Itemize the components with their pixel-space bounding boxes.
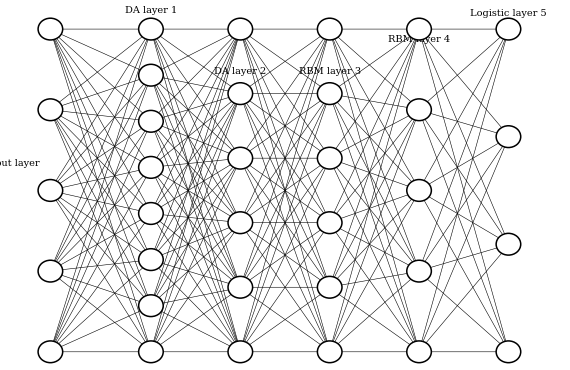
Ellipse shape: [317, 341, 342, 363]
Ellipse shape: [317, 212, 342, 233]
Ellipse shape: [228, 147, 253, 169]
Ellipse shape: [317, 147, 342, 169]
Ellipse shape: [139, 295, 163, 317]
Ellipse shape: [228, 341, 253, 363]
Ellipse shape: [38, 99, 63, 121]
Ellipse shape: [317, 276, 342, 298]
Ellipse shape: [139, 64, 163, 86]
Ellipse shape: [407, 18, 431, 40]
Text: RBM layer 4: RBM layer 4: [388, 34, 450, 44]
Ellipse shape: [38, 341, 63, 363]
Ellipse shape: [496, 341, 521, 363]
Text: Logistic layer 5: Logistic layer 5: [470, 9, 547, 18]
Ellipse shape: [407, 179, 431, 201]
Ellipse shape: [139, 110, 163, 132]
Ellipse shape: [228, 276, 253, 298]
Ellipse shape: [317, 83, 342, 104]
Ellipse shape: [407, 99, 431, 121]
Ellipse shape: [139, 203, 163, 224]
Ellipse shape: [139, 249, 163, 270]
Ellipse shape: [496, 126, 521, 148]
Ellipse shape: [496, 18, 521, 40]
Ellipse shape: [38, 260, 63, 282]
Text: Input layer: Input layer: [0, 159, 39, 168]
Ellipse shape: [407, 341, 431, 363]
Ellipse shape: [407, 260, 431, 282]
Ellipse shape: [496, 233, 521, 255]
Ellipse shape: [139, 341, 163, 363]
Ellipse shape: [317, 18, 342, 40]
Ellipse shape: [228, 18, 253, 40]
Ellipse shape: [139, 157, 163, 178]
Ellipse shape: [38, 18, 63, 40]
Ellipse shape: [139, 18, 163, 40]
Ellipse shape: [38, 179, 63, 201]
Text: RBM layer 3: RBM layer 3: [299, 67, 361, 76]
Ellipse shape: [228, 212, 253, 233]
Text: DA layer 2: DA layer 2: [214, 67, 266, 76]
Text: DA layer 1: DA layer 1: [125, 6, 177, 14]
Ellipse shape: [228, 83, 253, 104]
